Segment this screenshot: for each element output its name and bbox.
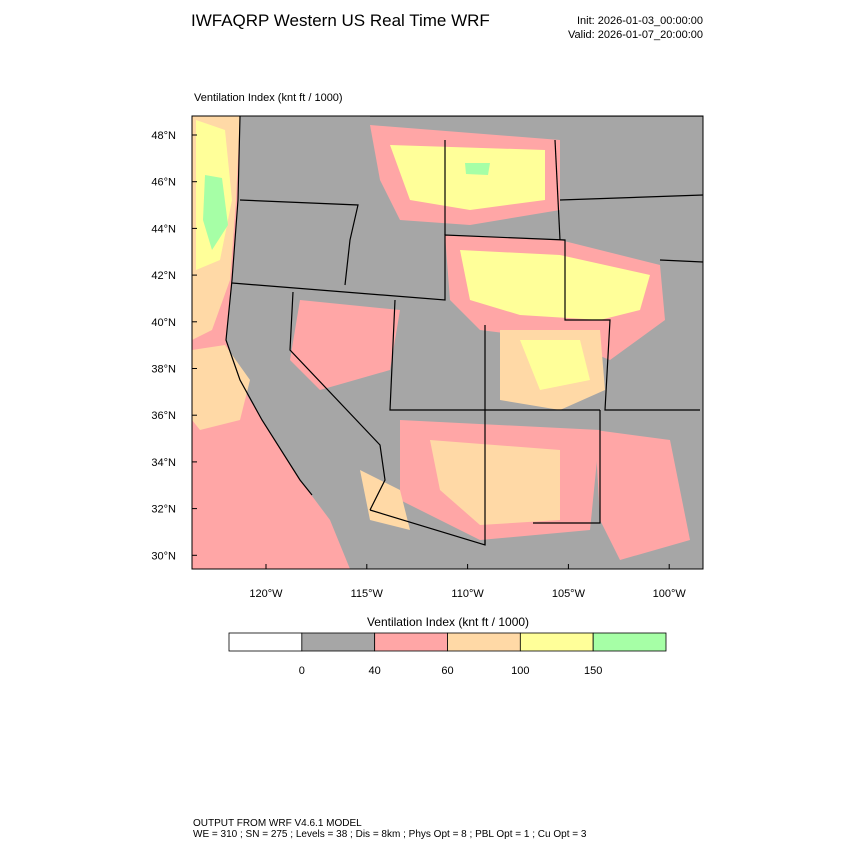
lat-label: 44°N	[151, 223, 176, 235]
colorbar-box	[592, 632, 667, 652]
lat-label: 40°N	[151, 317, 176, 329]
lon-label: 115°W	[351, 588, 384, 600]
colorbar-box	[301, 632, 376, 652]
colorbar-label: 0	[299, 665, 305, 677]
lat-label: 34°N	[151, 457, 176, 469]
colorbar-box	[228, 632, 303, 652]
lon-label: 105°W	[552, 588, 586, 600]
map	[192, 116, 703, 569]
colorbar-label: 150	[584, 665, 602, 677]
lat-label: 36°N	[151, 410, 176, 422]
lat-label: 32°N	[151, 504, 176, 516]
lon-label: 110°W	[451, 588, 484, 600]
init-time: Init: 2026-01-03_00:00:00	[577, 15, 703, 27]
footer-line: OUTPUT FROM WRF V4.6.1 MODEL	[193, 818, 362, 829]
lat-label: 48°N	[151, 130, 176, 142]
colorbar-box	[374, 632, 448, 652]
colorbar-title: Ventilation Index (knt ft / 1000)	[367, 615, 529, 629]
valid-time: Valid: 2026-01-07_20:00:00	[568, 29, 703, 41]
title: IWFAQRP Western US Real Time WRF	[191, 11, 490, 30]
colorbar-label: 60	[441, 665, 453, 677]
lat-label: 38°N	[151, 364, 176, 376]
colorbar-box	[447, 632, 521, 652]
lat-label: 30°N	[151, 550, 176, 562]
lon-label: 100°W	[653, 588, 687, 600]
footer-line: WE = 310 ; SN = 275 ; Levels = 38 ; Dis …	[193, 829, 587, 840]
colorbar-box	[519, 632, 594, 652]
map-title: Ventilation Index (knt ft / 1000)	[194, 92, 343, 104]
lat-label: 42°N	[151, 270, 176, 282]
lat-label: 46°N	[151, 177, 176, 189]
colorbar-label: 40	[369, 665, 381, 677]
lon-label: 120°W	[249, 588, 283, 600]
map-frame	[191, 115, 704, 570]
colorbar-label: 100	[511, 665, 529, 677]
